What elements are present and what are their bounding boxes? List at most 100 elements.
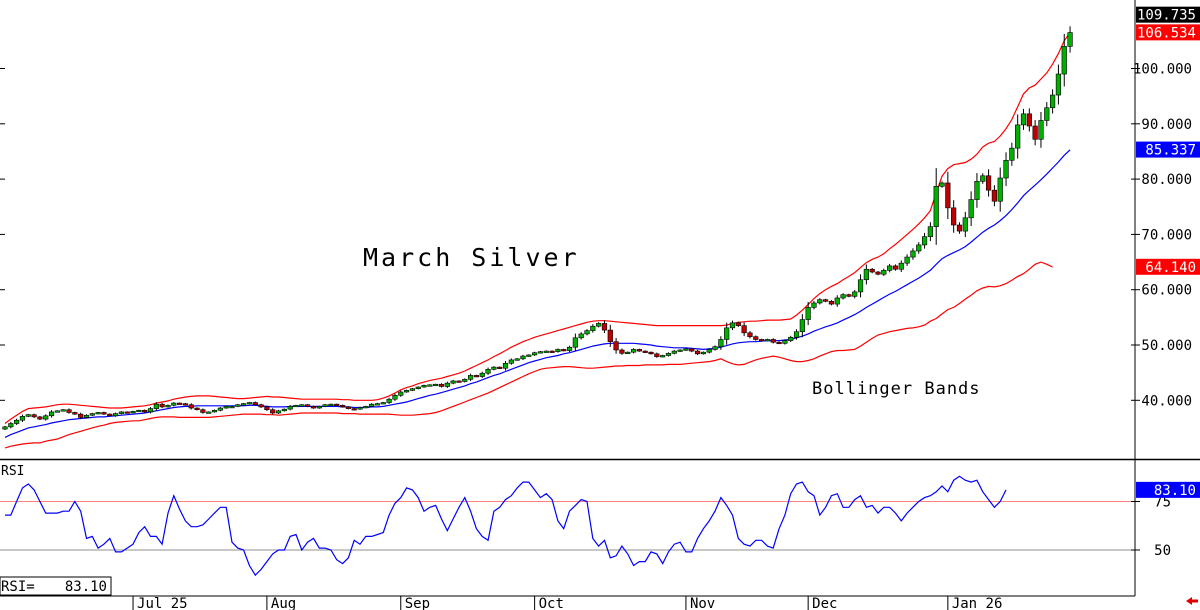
candle-body bbox=[828, 301, 835, 305]
candle-body bbox=[438, 383, 445, 387]
candle-body bbox=[793, 331, 800, 338]
candle-body bbox=[834, 297, 840, 305]
candlestick bbox=[305, 403, 311, 408]
candle-body bbox=[706, 349, 712, 353]
candle-body bbox=[60, 409, 66, 412]
candlestick bbox=[246, 401, 253, 405]
candle-body bbox=[1015, 124, 1021, 149]
candlestick bbox=[648, 351, 654, 355]
candlestick bbox=[130, 410, 136, 414]
candlestick bbox=[863, 264, 869, 285]
candlestick bbox=[299, 404, 305, 407]
candle-body bbox=[275, 410, 282, 414]
candlestick bbox=[345, 406, 351, 410]
candlestick bbox=[241, 403, 247, 406]
candlestick bbox=[1055, 64, 1062, 105]
candlestick bbox=[31, 413, 37, 418]
candlestick bbox=[1050, 89, 1056, 114]
candlestick bbox=[694, 349, 701, 356]
candle-body bbox=[613, 341, 619, 351]
candle-body bbox=[66, 409, 72, 413]
candlestick bbox=[37, 415, 43, 421]
candle-body bbox=[555, 349, 561, 352]
candle-body bbox=[619, 349, 625, 354]
candle-body bbox=[14, 419, 20, 424]
candle-body bbox=[112, 413, 119, 417]
candle-body bbox=[462, 378, 468, 382]
candlestick bbox=[1067, 26, 1073, 53]
rsi-readout-label: RSI= bbox=[1, 579, 35, 595]
candlestick bbox=[444, 381, 450, 388]
candle-body bbox=[654, 353, 660, 357]
candle-body bbox=[805, 307, 811, 320]
candlestick bbox=[1061, 33, 1067, 87]
price-tick-label: 50.000 bbox=[1141, 338, 1192, 354]
candle-body bbox=[951, 207, 957, 226]
candlestick bbox=[14, 418, 20, 426]
candlestick bbox=[2, 425, 8, 431]
price-label-text: 106.534 bbox=[1137, 25, 1196, 41]
candlestick bbox=[770, 338, 776, 344]
candlestick bbox=[788, 335, 794, 343]
candlestick bbox=[450, 379, 456, 385]
candlestick bbox=[729, 320, 736, 331]
candlestick bbox=[671, 350, 677, 355]
price-tick-label: 100.000 bbox=[1133, 62, 1192, 78]
candle-body bbox=[473, 375, 480, 378]
candle-body bbox=[898, 262, 904, 270]
candlestick bbox=[834, 295, 840, 307]
candle-body bbox=[48, 411, 55, 417]
candle-body bbox=[642, 350, 648, 353]
candlestick bbox=[275, 409, 282, 415]
candle-body bbox=[887, 265, 893, 271]
time-tick-label: Nov bbox=[690, 596, 715, 610]
candle-body bbox=[596, 323, 602, 327]
candlestick bbox=[974, 173, 980, 208]
candle-body bbox=[2, 426, 8, 430]
candlestick bbox=[1026, 108, 1032, 132]
rsi-readout-value: 83.10 bbox=[65, 579, 107, 595]
candlestick bbox=[211, 409, 218, 413]
candlestick bbox=[590, 324, 596, 333]
candle-body bbox=[869, 268, 875, 273]
candlestick-group bbox=[2, 26, 1073, 431]
candlestick bbox=[1020, 108, 1027, 130]
candlestick bbox=[403, 389, 410, 393]
candle-body bbox=[863, 268, 869, 281]
candle-body bbox=[37, 416, 43, 420]
candle-body bbox=[83, 414, 90, 418]
candle-body bbox=[817, 299, 823, 304]
candle-body bbox=[537, 351, 544, 354]
candle-body bbox=[281, 408, 287, 412]
candlestick bbox=[502, 361, 509, 371]
candle-body bbox=[729, 322, 736, 329]
candlestick bbox=[665, 352, 672, 357]
candlestick bbox=[875, 271, 881, 276]
candlestick bbox=[887, 263, 893, 273]
candle-body bbox=[334, 403, 340, 406]
candlestick bbox=[54, 410, 60, 413]
candle-body bbox=[142, 409, 148, 413]
candlestick bbox=[881, 268, 887, 276]
candle-body bbox=[497, 366, 503, 369]
candle-body bbox=[177, 402, 183, 405]
candle-body bbox=[1032, 125, 1038, 140]
candle-body bbox=[188, 404, 194, 409]
price-tick-label: 70.000 bbox=[1141, 227, 1192, 243]
candle-body bbox=[200, 409, 206, 413]
candlestick bbox=[95, 411, 101, 415]
candle-body bbox=[985, 175, 992, 191]
candle-body bbox=[136, 409, 142, 413]
candlestick bbox=[159, 402, 165, 409]
candlestick bbox=[596, 322, 602, 328]
candle-body bbox=[1003, 159, 1009, 179]
candle-body bbox=[287, 406, 293, 410]
candle-body bbox=[380, 402, 386, 405]
candlestick bbox=[776, 341, 782, 345]
candlestick bbox=[968, 191, 974, 227]
candle-body bbox=[916, 244, 922, 252]
candlestick bbox=[258, 403, 264, 408]
candle-body bbox=[753, 336, 759, 340]
